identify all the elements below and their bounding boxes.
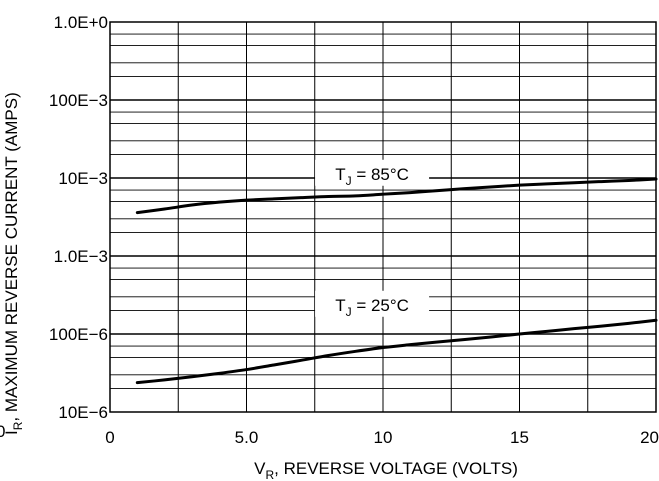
curve-labels: TJ = 85°C TJ = 25°C [315,159,430,319]
x-tick-label: 20 [640,428,659,447]
series-line-1 [135,318,658,385]
y-tick-label: 10E−6 [58,403,108,422]
plot-frame [109,21,657,413]
curve-label-1: TJ = 25°C [335,296,409,319]
x-tick-label: 10 [374,428,393,447]
stray-tick-label: 0 [0,422,5,441]
y-tick-label: 100E−3 [49,91,108,110]
y-tick-labels: 1.0E+0 100E−3 10E−3 1.0E−3 100E−6 10E−6 [49,13,108,422]
grid-major-lines [110,22,656,412]
series-layer [135,177,658,385]
curve-label-background [315,159,430,186]
x-axis-title: VR, REVERSE VOLTAGE (VOLTS) [254,459,518,481]
x-tick-label: 5.0 [235,428,259,447]
y-tick-label: 1.0E+0 [54,13,108,32]
curve-label-0: TJ = 85°C [335,165,409,188]
x-tick-label: 0 [105,428,114,447]
y-axis-title: IR, MAXIMUM REVERSE CURRENT (AMPS) [2,92,25,435]
x-tick-label: 15 [510,428,529,447]
y-tick-label: 10E−3 [58,169,108,188]
series-line-0 [135,177,658,215]
curve-label-background [315,290,430,317]
y-tick-label: 1.0E−3 [54,247,108,266]
y-tick-label: 100E−6 [49,325,108,344]
x-tick-labels: 0 5.0 10 15 20 [105,428,659,447]
